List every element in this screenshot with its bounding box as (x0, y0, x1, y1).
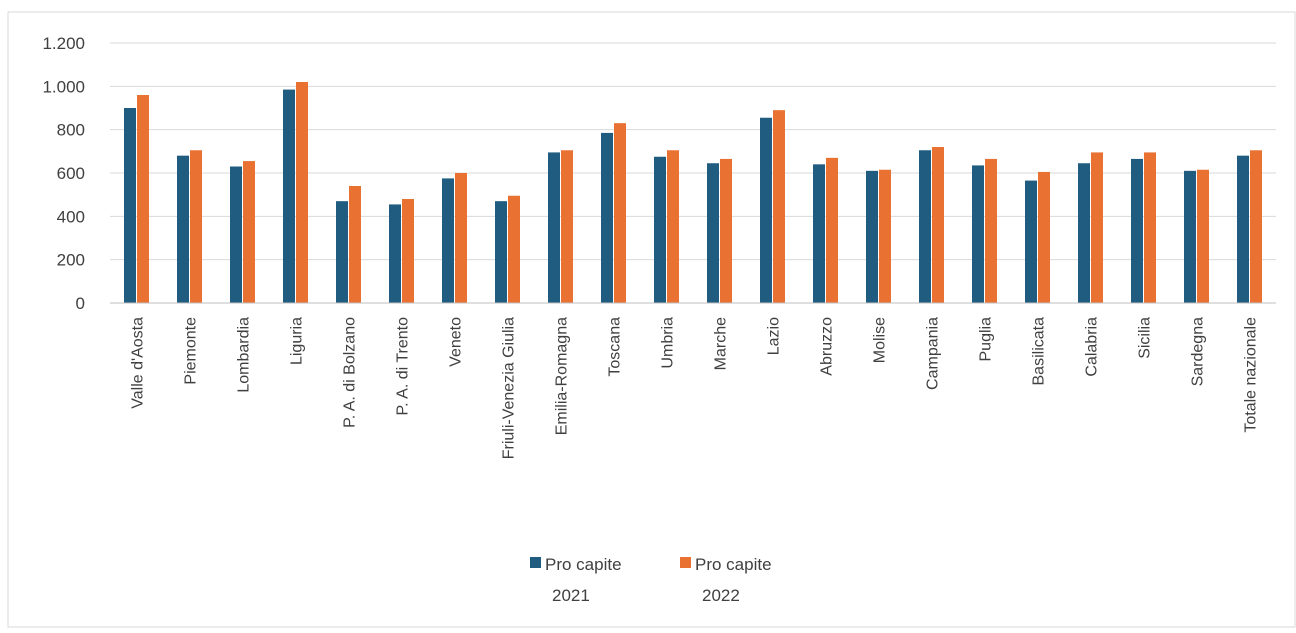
bar-series-1 (336, 201, 348, 303)
x-tick-label: Veneto (448, 317, 465, 367)
x-tick-label: Totale nazionale (1243, 317, 1260, 433)
bar-series-1 (1078, 163, 1090, 303)
x-tick-label: Campania (925, 317, 942, 390)
x-tick-label: Basilicata (1031, 317, 1048, 386)
chart-border (7, 11, 1296, 628)
bar-series-2 (985, 158, 997, 303)
legend: Pro capite 2021 Pro capite 2022 (530, 555, 772, 605)
bar-series-2 (879, 169, 891, 303)
legend-label-1: Pro capite (545, 555, 622, 574)
x-tick-label: Friuli-Venezia Giulia (501, 317, 518, 459)
bar-series-2 (614, 123, 626, 304)
y-tick-label: 1.200 (42, 34, 85, 53)
x-tick-label: Valle d'Aosta (130, 317, 147, 409)
x-tick-label: Lazio (766, 317, 783, 355)
legend-label-2-line2: 2022 (702, 586, 740, 605)
legend-label-2: Pro capite (695, 555, 772, 574)
x-tick-label: Piemonte (183, 317, 200, 385)
bars (124, 82, 1262, 304)
bar-series-2 (1250, 150, 1262, 303)
y-tick-label: 400 (57, 207, 85, 226)
bar-series-1 (972, 165, 984, 303)
bar-series-2 (1038, 171, 1050, 303)
x-tick-label: Marche (713, 317, 730, 370)
bar-series-1 (1184, 170, 1196, 303)
x-tick-label: Toscana (607, 317, 624, 377)
bar-series-1 (548, 152, 560, 303)
bar-series-2 (773, 110, 785, 304)
bar-series-1 (230, 166, 242, 303)
x-tick-label: Emilia-Romagna (554, 317, 571, 435)
x-tick-label: Sardegna (1190, 317, 1207, 386)
bar-series-1 (1131, 158, 1143, 303)
y-tick-label: 1.000 (42, 77, 85, 96)
x-tick-label: Umbria (660, 317, 677, 369)
bar-series-2 (1144, 152, 1156, 303)
y-tick-label: 800 (57, 121, 85, 140)
x-tick-label: Sicilia (1137, 317, 1154, 359)
bar-series-1 (177, 155, 189, 303)
bar-series-1 (283, 89, 295, 303)
bar-series-1 (654, 156, 666, 303)
bar-series-2 (667, 150, 679, 303)
bar-series-2 (508, 195, 520, 303)
bar-series-1 (1237, 155, 1249, 303)
bar-series-1 (760, 117, 772, 303)
bar-series-1 (495, 201, 507, 303)
x-tick-label: P. A. di Bolzano (342, 317, 359, 428)
x-tick-label: Calabria (1084, 317, 1101, 377)
x-tick-label: Abruzzo (819, 317, 836, 376)
bar-series-1 (919, 150, 931, 303)
bar-series-2 (296, 82, 308, 303)
bar-series-1 (1025, 180, 1037, 303)
bar-series-2 (826, 157, 838, 303)
bar-series-2 (1197, 169, 1209, 303)
bar-series-2 (190, 150, 202, 303)
legend-swatch-1 (530, 557, 541, 568)
bar-series-2 (455, 173, 467, 303)
bar-series-1 (442, 178, 454, 303)
x-tick-label: P. A. di Trento (395, 317, 412, 416)
bar-series-1 (707, 163, 719, 303)
bar-series-1 (124, 108, 136, 303)
bar-series-2 (402, 199, 414, 303)
legend-swatch-2 (680, 557, 691, 568)
y-tick-label: 600 (57, 164, 85, 183)
y-tick-label: 200 (57, 251, 85, 270)
bar-series-2 (932, 147, 944, 303)
bar-series-1 (389, 204, 401, 303)
bar-series-2 (243, 161, 255, 303)
bar-series-1 (866, 170, 878, 303)
bar-series-2 (1091, 152, 1103, 303)
x-tick-label: Liguria (289, 317, 306, 365)
bar-series-2 (137, 95, 149, 303)
bar-series-2 (349, 186, 361, 303)
y-axis: 0 200 400 600 800 1.000 1.200 (42, 34, 85, 313)
x-axis: Valle d'Aosta Piemonte Lombardia Liguria P. … (130, 317, 1260, 459)
bar-series-1 (601, 132, 613, 303)
bar-series-2 (720, 158, 732, 303)
x-tick-label: Molise (872, 317, 889, 363)
x-tick-label: Lombardia (236, 317, 253, 393)
legend-label-1-line2: 2021 (552, 586, 590, 605)
x-tick-label: Puglia (978, 317, 995, 362)
y-tick-label: 0 (76, 294, 85, 313)
bar-series-1 (813, 164, 825, 303)
bar-series-2 (561, 150, 573, 303)
